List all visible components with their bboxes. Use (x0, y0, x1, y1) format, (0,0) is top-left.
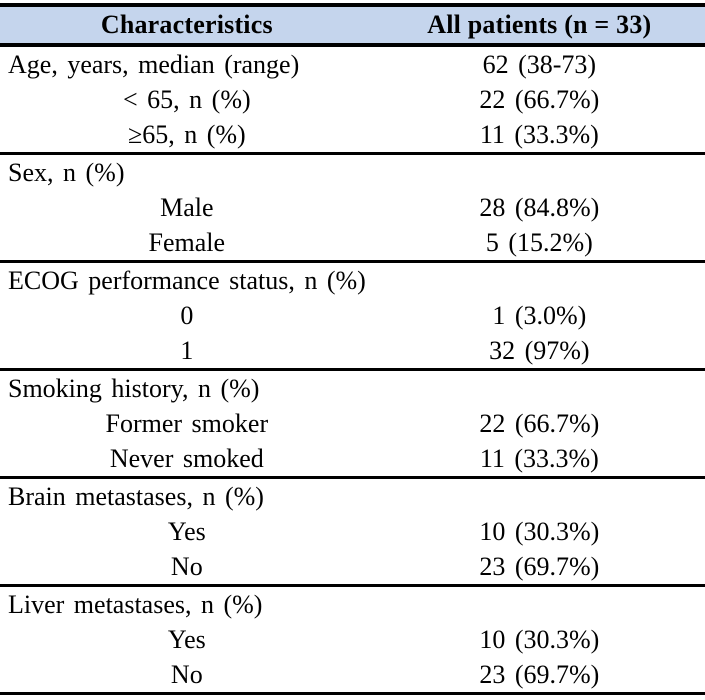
table-row-liver-mets: Liver metastases, n (%) (0, 586, 705, 623)
row-value (374, 586, 705, 623)
row-value: 10 (30.3%) (479, 516, 600, 546)
row-value: 23 (69.7%) (373, 657, 705, 695)
table-row-smoking-never: Never smoked 11 (33.3%) (0, 441, 705, 479)
table-row-liver-mets-yes: Yes 10 (30.3%) (0, 622, 705, 657)
row-value (374, 370, 705, 407)
table-row-liver-mets-no: No 23 (69.7%) (0, 657, 705, 695)
row-value (374, 478, 705, 515)
row-label: Yes (167, 624, 206, 654)
row-label: Smoking history, n (%) (8, 373, 260, 403)
table-header-row: Characteristics All patients (n = 33) (0, 5, 705, 45)
row-label: Liver metastases, n (%) (8, 589, 263, 619)
table-row-sex: Sex, n (%) (0, 154, 705, 191)
row-label: ≥65, n (%) (0, 117, 374, 155)
row-value: 11 (33.3%) (373, 117, 705, 155)
row-value: 62 (38-73) (482, 49, 597, 79)
row-value: 11 (33.3%) (373, 441, 705, 479)
row-value: 23 (69.7%) (373, 549, 705, 587)
row-label: Female (0, 225, 374, 263)
row-label: ECOG performance status, n (%) (8, 265, 366, 295)
row-value: 32 (97%) (373, 333, 705, 371)
row-label: Yes (167, 516, 206, 546)
row-value: 5 (15.2%) (373, 225, 705, 263)
row-value: 22 (66.7%) (479, 84, 600, 114)
row-label: Male (160, 192, 214, 222)
row-label: No (0, 657, 374, 695)
row-label: Brain metastases, n (%) (8, 481, 264, 511)
table-row-age: Age, years, median (range) 62 (38-73) (0, 45, 705, 82)
row-label: 0 (180, 300, 194, 330)
patient-characteristics-table: Characteristics All patients (n = 33) Ag… (0, 3, 705, 695)
table-row-smoking-former: Former smoker 22 (66.7%) (0, 406, 705, 441)
row-label: < 65, n (%) (123, 84, 251, 114)
table-row-ecog-0: 0 1 (3.0%) (0, 298, 705, 333)
row-value (374, 262, 705, 299)
row-label: Age, years, median (range) (8, 49, 300, 79)
row-value: 22 (66.7%) (479, 408, 600, 438)
row-label: 1 (0, 333, 374, 371)
table-row-age-over65: ≥65, n (%) 11 (33.3%) (0, 117, 705, 155)
row-label: Sex, n (%) (8, 157, 125, 187)
row-value: 1 (3.0%) (492, 300, 587, 330)
table-row-ecog-1: 1 32 (97%) (0, 333, 705, 371)
row-value: 10 (30.3%) (479, 624, 600, 654)
table-row-brain-mets-yes: Yes 10 (30.3%) (0, 514, 705, 549)
table-row-ecog: ECOG performance status, n (%) (0, 262, 705, 299)
table-row-sex-male: Male 28 (84.8%) (0, 190, 705, 225)
table-row-age-under65: < 65, n (%) 22 (66.7%) (0, 82, 705, 117)
row-label: Former smoker (105, 408, 269, 438)
row-label: No (0, 549, 374, 587)
table-row-brain-mets-no: No 23 (69.7%) (0, 549, 705, 587)
row-label: Never smoked (0, 441, 374, 479)
column-header-characteristics: Characteristics (100, 10, 273, 39)
column-header-all-patients: All patients (n = 33) (427, 10, 652, 39)
table-row-brain-mets: Brain metastases, n (%) (0, 478, 705, 515)
table-row-smoking: Smoking history, n (%) (0, 370, 705, 407)
table-row-sex-female: Female 5 (15.2%) (0, 225, 705, 263)
row-value: 28 (84.8%) (479, 192, 600, 222)
row-value (374, 154, 705, 191)
